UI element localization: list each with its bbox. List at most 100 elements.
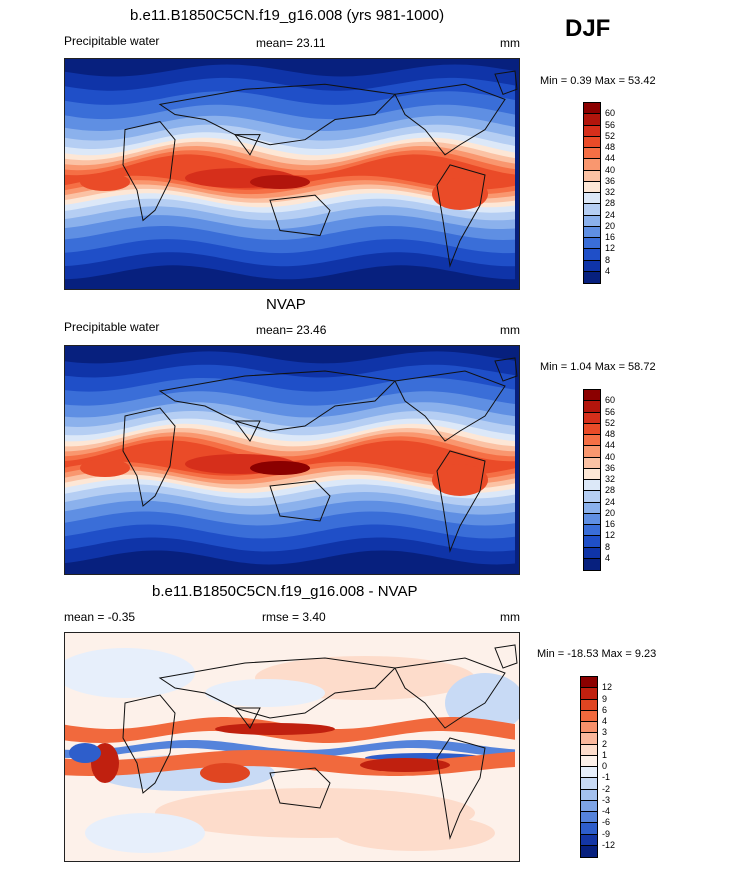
panel-3-colorbar [580, 676, 598, 858]
panel-3-units: mm [500, 610, 520, 624]
colorbar-3-tick-label: -2 [602, 783, 611, 794]
colorbar-1-tick-label: 8 [605, 254, 611, 265]
colorbar-3-cell-7 [581, 755, 597, 767]
colorbar-1-tick-label: 4 [605, 265, 611, 276]
panel-3-map-field [65, 633, 519, 861]
colorbar-2-tick-label: 32 [605, 474, 616, 484]
colorbar-1-cell-5 [584, 159, 600, 171]
colorbar-3-tick-label: -6 [602, 817, 611, 828]
panel-3-mean-label: mean = -0.35 [64, 610, 136, 624]
colorbar-3-cell-4 [581, 722, 597, 734]
colorbar-2-cell-3 [584, 423, 600, 435]
colorbar-1-cell-0 [584, 103, 600, 115]
colorbar-2-tick-label: 28 [605, 485, 616, 496]
colorbar-2-tick-label: 20 [605, 507, 616, 518]
colorbar-2-tick-label: 36 [605, 462, 616, 473]
colorbar-3-cell-11 [581, 800, 597, 812]
colorbar-2-tick-label: 16 [605, 519, 616, 529]
panel-1-colorbar [583, 102, 601, 284]
panel-3-minmax: Min = -18.53 Max = 9.23 [537, 648, 657, 660]
colorbar-3-tick-label: 12 [602, 682, 613, 693]
colorbar-1-tick-label: 44 [605, 153, 616, 164]
colorbar-2-cell-13 [584, 536, 600, 548]
colorbar-2-tick-label: 56 [605, 406, 616, 417]
colorbar-1-tick-label: 56 [605, 119, 616, 130]
colorbar-1-cell-3 [584, 136, 600, 148]
colorbar-2-tick-label: 52 [605, 417, 616, 428]
colorbar-2-cell-10 [584, 502, 600, 514]
colorbar-3-cell-8 [581, 767, 597, 779]
panel-3-rmse-label: rmse = 3.40 [262, 610, 326, 624]
colorbar-1-tick-label: 16 [605, 232, 616, 242]
colorbar-3-tick-label: -1 [602, 772, 611, 783]
colorbar-1-cell-4 [584, 148, 600, 160]
colorbar-1-cell-13 [584, 249, 600, 261]
panel-1-minmax: Min = 0.39 Max = 53.42 [540, 75, 656, 87]
colorbar-3-cell-0 [581, 677, 597, 689]
colorbar-2-cell-9 [584, 491, 600, 503]
colorbar-2-cell-0 [584, 390, 600, 402]
colorbar-3-tick-label: -9 [602, 828, 611, 839]
panel-1-map [64, 58, 520, 290]
colorbar-2-cell-7 [584, 468, 600, 480]
colorbar-2-tick-label: 40 [605, 451, 616, 462]
colorbar-3-cell-3 [581, 710, 597, 722]
colorbar-2-cell-5 [584, 446, 600, 458]
colorbar-3-tick-label: -12 [602, 839, 616, 850]
colorbar-1-cell-10 [584, 215, 600, 227]
colorbar-1-tick-label: 20 [605, 220, 616, 231]
colorbar-3-cell-14 [581, 834, 597, 846]
colorbar-3-cell-1 [581, 688, 597, 700]
colorbar-1-cell-12 [584, 238, 600, 250]
colorbar-3-cell-9 [581, 778, 597, 790]
colorbar-1-cell-1 [584, 114, 600, 126]
colorbar-3-tick-label: 3 [602, 727, 608, 738]
panel-2-minmax: Min = 1.04 Max = 58.72 [540, 361, 656, 373]
colorbar-2-cell-6 [584, 457, 600, 469]
panel-2-colorbar [583, 389, 601, 571]
colorbar-2-tick-label: 8 [605, 541, 611, 552]
colorbar-2-cell-2 [584, 412, 600, 424]
colorbar-3-tick-label: 9 [602, 693, 608, 704]
colorbar-1-cell-7 [584, 181, 600, 193]
colorbar-1-cell-8 [584, 193, 600, 205]
colorbar-1-tick-label: 40 [605, 164, 616, 175]
colorbar-3-tick-label: -3 [602, 794, 611, 805]
colorbar-1-tick-label: 32 [605, 187, 616, 197]
colorbar-1-tick-label: 52 [605, 130, 616, 141]
panel-2-units: mm [500, 323, 520, 337]
panel-2-map [64, 345, 520, 575]
panel-1-mean-label: mean= 23.11 [256, 36, 326, 50]
colorbar-1-cell-6 [584, 170, 600, 182]
colorbar-1-tick-label: 48 [605, 142, 616, 152]
colorbar-1-cell-11 [584, 226, 600, 238]
panel-2-title: NVAP [266, 296, 306, 313]
colorbar-2-cell-11 [584, 513, 600, 525]
colorbar-2-cell-12 [584, 525, 600, 537]
colorbar-3-cell-10 [581, 789, 597, 801]
colorbar-2-tick-label: 44 [605, 440, 616, 451]
colorbar-2-cell-1 [584, 401, 600, 413]
colorbar-2-cell-15 [584, 558, 600, 570]
colorbar-3-cell-15 [581, 845, 597, 857]
colorbar-2-cell-4 [584, 435, 600, 447]
panel-1-variable-label: Precipitable water [64, 34, 160, 48]
colorbar-3-cell-5 [581, 733, 597, 745]
panel-1-title: b.e11.B1850C5CN.f19_g16.008 (yrs 981-100… [130, 7, 445, 24]
panel-2-map-field [65, 346, 519, 574]
panel-3-title: b.e11.B1850C5CN.f19_g16.008 - NVAP [152, 583, 418, 600]
colorbar-1-cell-15 [584, 271, 600, 283]
colorbar-3-cell-12 [581, 812, 597, 824]
colorbar-2-tick-label: 60 [605, 395, 616, 406]
colorbar-1-cell-14 [584, 260, 600, 272]
colorbar-3-tick-label: 0 [602, 761, 608, 771]
panel-2-variable-label: Precipitable water [64, 320, 160, 334]
colorbar-3-tick-label: 4 [602, 716, 608, 726]
colorbar-1-tick-label: 28 [605, 198, 616, 209]
colorbar-2-tick-label: 12 [605, 530, 616, 541]
colorbar-1-cell-9 [584, 204, 600, 216]
colorbar-2-tick-label: 4 [605, 552, 611, 563]
colorbar-1-tick-label: 60 [605, 108, 616, 119]
colorbar-3-tick-label: -4 [602, 806, 611, 816]
panel-3-map [64, 632, 520, 862]
